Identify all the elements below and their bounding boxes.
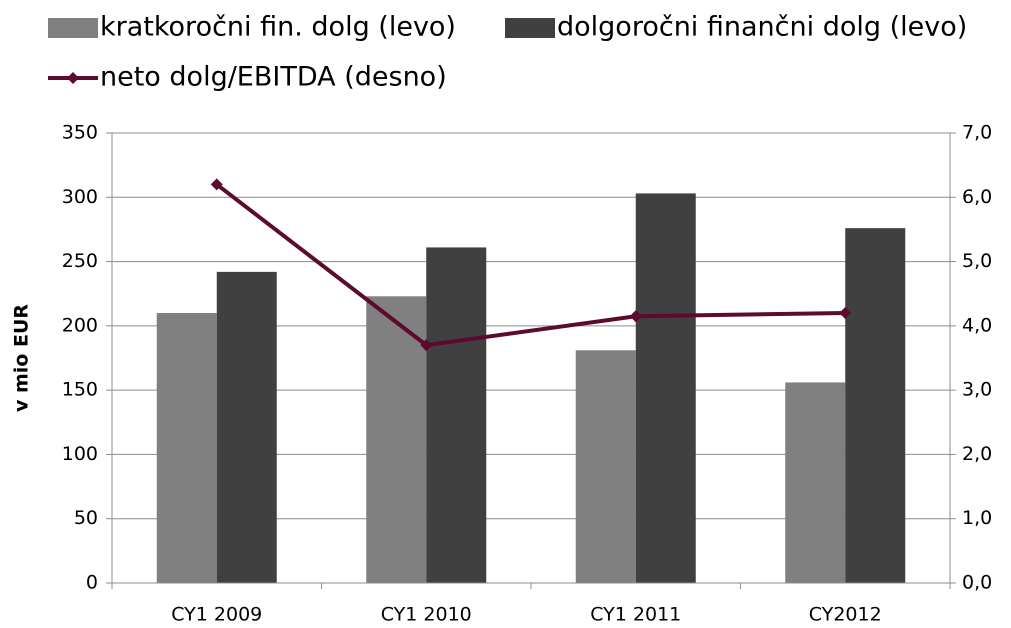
- legend-label: neto dolg/EBITDA (desno): [100, 62, 447, 93]
- y-tick-label: 0: [86, 572, 98, 594]
- y-tick-label: 350: [62, 122, 98, 144]
- y-tick-label: 250: [62, 250, 98, 272]
- y2-tick-label: 0,0: [962, 572, 992, 594]
- bar: [156, 313, 217, 583]
- legend-swatch: [48, 18, 98, 38]
- line-marker: [210, 178, 223, 191]
- y-tick-label: 200: [62, 314, 98, 336]
- y-tick-label: 50: [74, 507, 98, 529]
- bar: [845, 228, 906, 583]
- legend-label: kratkoročni fin. dolg (levo): [100, 12, 456, 43]
- line: [215, 182, 846, 348]
- bar: [575, 350, 636, 583]
- y2-tick-label: 4,0: [962, 314, 992, 336]
- y-axis-label: v mio EUR: [11, 304, 33, 412]
- line-marker: [420, 339, 433, 352]
- legend-swatch: [505, 18, 555, 38]
- bar: [635, 193, 696, 583]
- bar: [216, 271, 277, 583]
- x-tick-label: CY1 2011: [590, 604, 681, 626]
- bar: [785, 382, 846, 583]
- legend-label: dolgoročni finančni dolg (levo): [557, 12, 967, 43]
- y2-tick-label: 7,0: [962, 122, 992, 144]
- y2-tick-label: 1,0: [962, 507, 992, 529]
- y2-tick-label: 2,0: [962, 443, 992, 465]
- y-tick-label: 150: [62, 379, 98, 401]
- line-marker: [839, 307, 852, 319]
- x-tick-label: CY1 2010: [381, 604, 472, 626]
- y2-tick-label: 5,0: [962, 250, 992, 272]
- bar: [426, 247, 487, 583]
- legend-marker: [67, 72, 79, 84]
- line-marker: [629, 310, 642, 323]
- bar: [366, 296, 427, 583]
- y2-tick-label: 6,0: [962, 186, 992, 208]
- y2-tick-label: 3,0: [962, 379, 992, 401]
- x-tick-label: CY1 2009: [171, 604, 262, 626]
- y-tick-label: 100: [62, 443, 98, 465]
- y-tick-label: 300: [62, 186, 98, 208]
- x-tick-label: CY2012: [809, 604, 882, 626]
